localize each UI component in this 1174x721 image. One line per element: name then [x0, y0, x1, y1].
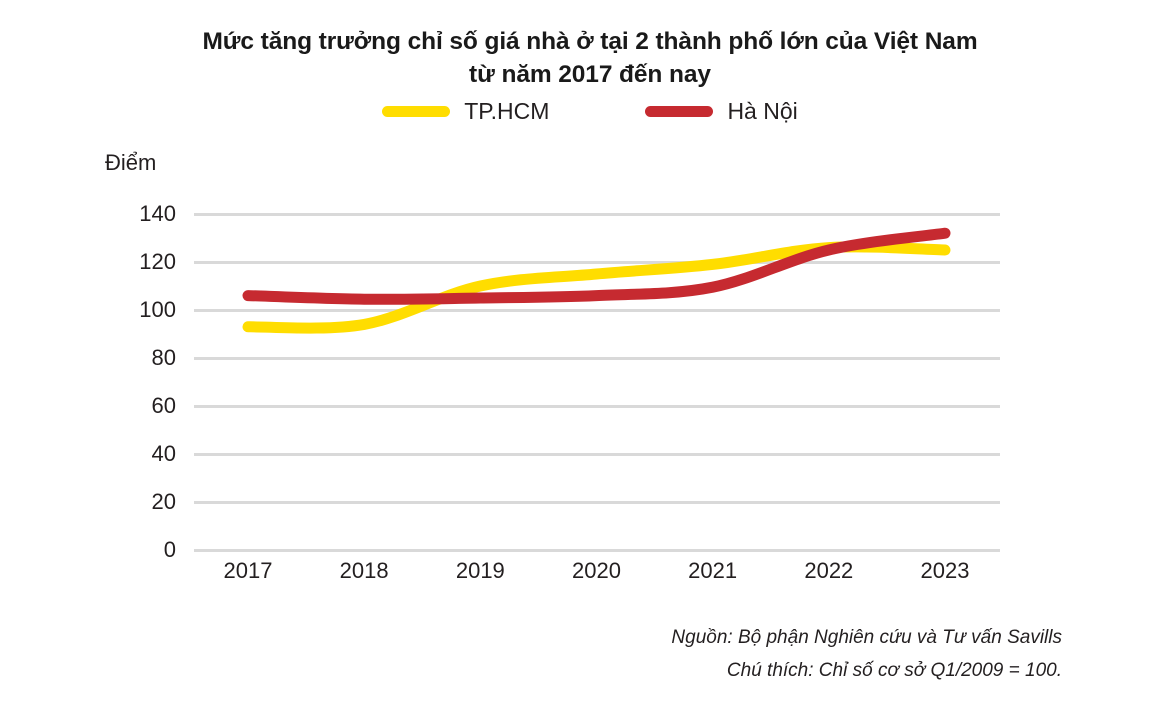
page-title: Mức tăng trưởng chỉ số giá nhà ở tại 2 t…	[90, 26, 1090, 91]
series-lines	[242, 227, 951, 334]
series-line-tp-hcm	[242, 241, 951, 334]
y-axis-tick-label: 100	[139, 297, 176, 322]
y-axis-title: Điểm	[105, 150, 157, 175]
legend-swatch-icon-hcmc	[382, 106, 451, 117]
legend-swatch-icon-hanoi	[645, 106, 714, 117]
y-axis-tick-label: 40	[151, 441, 176, 466]
legend-item-hanoi[interactable]: Hà Nội	[645, 98, 798, 124]
x-axis-tick-label: 2017	[223, 558, 273, 583]
y-axis-tick-label: 140	[139, 201, 176, 226]
footnote: Chú thích: Chỉ số cơ sở Q1/2009 = 100.	[726, 659, 1062, 681]
chart-title-line-1: Mức tăng trưởng chỉ số giá nhà ở tại 2 t…	[202, 28, 978, 55]
chart-title-line-2: từ năm 2017 đến nay	[469, 60, 711, 88]
gridline	[194, 212, 1000, 216]
plot-area	[194, 212, 1000, 552]
gridline	[194, 452, 1000, 456]
y-axis-tick-label: 80	[151, 345, 176, 370]
x-axis-tick-label: 2021	[688, 558, 738, 583]
y-axis-tick-label: 120	[139, 249, 176, 274]
gridline	[194, 356, 1000, 360]
legend-label-hcmc: TP.HCM	[464, 98, 550, 124]
x-axis-tick-label: 2020	[572, 558, 621, 583]
y-axis-tick-labels: 140 120 100 80 60 40 20 0	[90, 203, 176, 561]
chart-legend: TP.HCM Hà Nội	[90, 100, 1090, 123]
gridline	[194, 260, 1000, 264]
legend-label-hanoi: Hà Nội	[727, 98, 798, 124]
y-axis-tick-label: 60	[151, 393, 176, 418]
gridline	[194, 308, 1000, 312]
source-note: Nguồn: Bộ phận Nghiên cứu và Tư vấn Savi…	[671, 627, 1062, 648]
y-axis-tick-label: 20	[151, 489, 176, 514]
x-axis-tick-label: 2019	[455, 558, 505, 583]
legend-item-hcmc[interactable]: TP.HCM	[382, 100, 549, 123]
y-axis-tick-label: 0	[163, 537, 176, 562]
x-axis-tick-label: 2018	[339, 558, 389, 583]
chart-notes: Nguồn: Bộ phận Nghiên cứu và Tư vấn Savi…	[671, 622, 1062, 687]
gridline	[194, 548, 1000, 552]
x-axis-tick-label: 2022	[804, 558, 854, 583]
x-axis-tick-label: 2023	[920, 558, 970, 583]
gridline	[194, 404, 1000, 408]
x-axis-tick-labels: 2017 2018 2019 2020 2021 2022 2023	[194, 560, 1000, 594]
series-line-h-n-i	[242, 227, 951, 305]
gridline	[194, 500, 1000, 504]
